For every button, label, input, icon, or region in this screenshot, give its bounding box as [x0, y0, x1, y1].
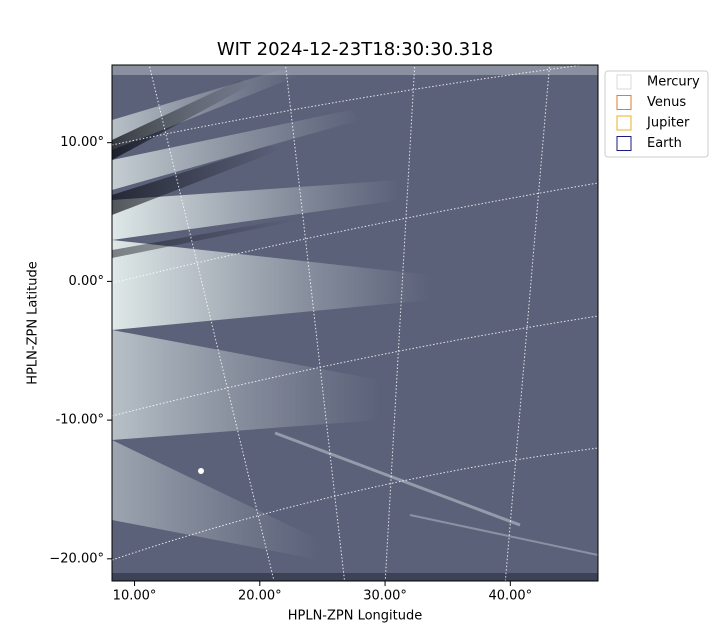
- x-tick-label: 30.00°: [363, 589, 407, 604]
- legend-label: Earth: [647, 136, 682, 151]
- legend-swatch: [616, 115, 632, 131]
- legend-swatch: [616, 74, 632, 90]
- x-axis-label: HPLN-ZPN Longitude: [288, 609, 423, 624]
- y-tick-label: 0.00°: [69, 274, 104, 289]
- x-tick-label: 40.00°: [488, 589, 532, 604]
- legend-label: Jupiter: [646, 116, 690, 131]
- y-tick-label: 10.00°: [60, 135, 104, 150]
- legend-label: Venus: [647, 95, 686, 110]
- plot-frame: [111, 64, 599, 582]
- x-tick-label: 10.00°: [113, 589, 157, 604]
- legend-label: Mercury: [647, 75, 700, 90]
- x-tick-label: 20.00°: [238, 589, 282, 604]
- legend-swatch: [616, 95, 632, 110]
- legend-swatch: [616, 136, 632, 151]
- y-tick-label: −20.00°: [49, 551, 104, 566]
- y-axis-label: HPLN-ZPN Latitude: [26, 261, 41, 384]
- legend: [604, 70, 709, 158]
- image: [112, 65, 598, 581]
- chart-title: WIT 2024-12-23T18:30:30.318: [217, 39, 493, 60]
- y-tick-label: -10.00°: [56, 413, 104, 428]
